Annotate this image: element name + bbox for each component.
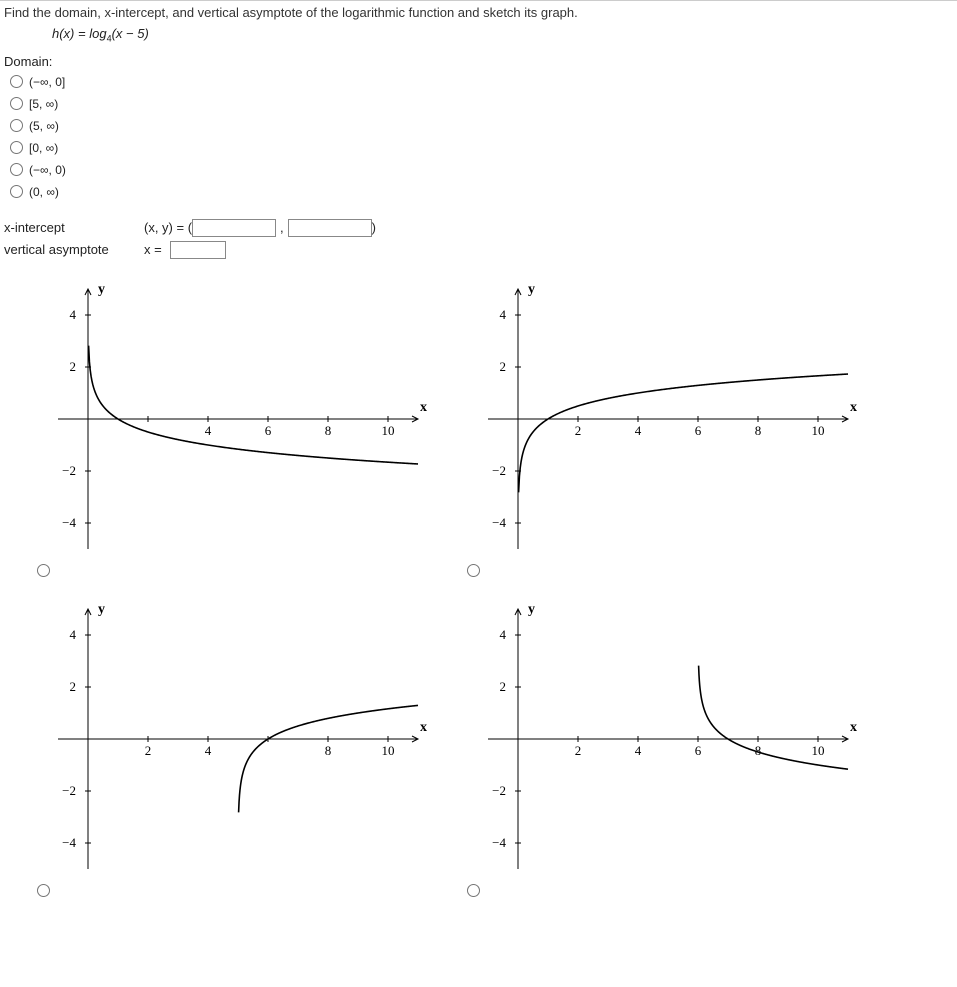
svg-text:y: y <box>98 282 105 297</box>
coord-open: (x, y) = ( <box>144 220 192 235</box>
domain-option-5-label: (0, ∞) <box>29 185 59 199</box>
svg-text:2: 2 <box>70 679 77 694</box>
asymptote-input[interactable] <box>170 241 226 259</box>
svg-text:8: 8 <box>325 423 332 438</box>
svg-text:4: 4 <box>500 627 507 642</box>
asymptote-label: vertical asymptote <box>4 242 144 257</box>
svg-text:2: 2 <box>575 743 582 758</box>
svg-text:2: 2 <box>500 679 507 694</box>
domain-option-1-radio[interactable] <box>10 97 23 110</box>
domain-option-2-label: (5, ∞) <box>29 119 59 133</box>
svg-text:8: 8 <box>325 743 332 758</box>
graph-3: 2 4 8 10 4 2 −2 −4 x y <box>28 599 428 879</box>
domain-option-4-label: (−∞, 0) <box>29 163 66 177</box>
xintercept-x-input[interactable] <box>192 219 276 237</box>
svg-text:−4: −4 <box>62 515 76 530</box>
xintercept-label: x-intercept <box>4 220 144 235</box>
svg-text:4: 4 <box>205 423 212 438</box>
graph-2: 2 4 6 8 10 4 2 −2 −4 x y <box>458 279 858 559</box>
coord-sep: , <box>280 220 284 235</box>
svg-text:10: 10 <box>382 743 395 758</box>
svg-text:4: 4 <box>205 743 212 758</box>
graph-2-radio[interactable] <box>467 564 480 577</box>
coord-close: ) <box>372 220 376 235</box>
domain-option-5-radio[interactable] <box>10 185 23 198</box>
svg-text:−4: −4 <box>492 835 506 850</box>
domain-option-0-label: (−∞, 0] <box>29 75 65 89</box>
graph-4: 24681042−2−4xy <box>458 599 858 879</box>
svg-text:2: 2 <box>70 359 77 374</box>
graph-1: 4 6 8 10 4 2 −2 −4 x y <box>28 279 428 559</box>
domain-option-0-radio[interactable] <box>10 75 23 88</box>
svg-text:10: 10 <box>812 423 825 438</box>
svg-text:y: y <box>528 282 535 297</box>
svg-text:−4: −4 <box>492 515 506 530</box>
svg-text:−2: −2 <box>492 463 506 478</box>
svg-text:2: 2 <box>500 359 507 374</box>
svg-text:2: 2 <box>575 423 582 438</box>
svg-text:2: 2 <box>145 743 152 758</box>
formula-suffix: (x − 5) <box>112 26 149 41</box>
svg-text:4: 4 <box>635 743 642 758</box>
svg-text:4: 4 <box>70 627 77 642</box>
svg-text:x: x <box>420 720 427 735</box>
graph-1-radio[interactable] <box>37 564 50 577</box>
domain-label: Domain: <box>4 54 953 69</box>
svg-text:−2: −2 <box>62 783 76 798</box>
svg-text:10: 10 <box>382 423 395 438</box>
svg-text:x: x <box>850 720 857 735</box>
question-prompt: Find the domain, x-intercept, and vertic… <box>4 5 953 20</box>
svg-text:10: 10 <box>812 743 825 758</box>
svg-text:−2: −2 <box>492 783 506 798</box>
svg-text:6: 6 <box>695 743 702 758</box>
domain-option-1-label: [5, ∞) <box>29 97 58 111</box>
svg-text:y: y <box>98 602 105 617</box>
svg-text:y: y <box>528 602 535 617</box>
formula-prefix: h(x) = log <box>52 26 107 41</box>
formula: h(x) = log4(x − 5) <box>52 26 953 44</box>
svg-text:x: x <box>420 400 427 415</box>
domain-option-2-radio[interactable] <box>10 119 23 132</box>
svg-text:4: 4 <box>500 307 507 322</box>
svg-text:−2: −2 <box>62 463 76 478</box>
svg-text:6: 6 <box>695 423 702 438</box>
asymptote-eq: x = <box>144 242 162 257</box>
svg-text:4: 4 <box>635 423 642 438</box>
graph-3-radio[interactable] <box>37 884 50 897</box>
domain-option-3-radio[interactable] <box>10 141 23 154</box>
svg-text:x: x <box>850 400 857 415</box>
svg-text:4: 4 <box>70 307 77 322</box>
svg-text:6: 6 <box>265 423 272 438</box>
domain-option-3-label: [0, ∞) <box>29 141 58 155</box>
svg-text:−4: −4 <box>62 835 76 850</box>
graph-4-radio[interactable] <box>467 884 480 897</box>
domain-option-4-radio[interactable] <box>10 163 23 176</box>
svg-text:8: 8 <box>755 423 762 438</box>
domain-options: (−∞, 0] [5, ∞) (5, ∞) [0, ∞) (−∞, 0) (0,… <box>10 71 953 203</box>
xintercept-y-input[interactable] <box>288 219 372 237</box>
